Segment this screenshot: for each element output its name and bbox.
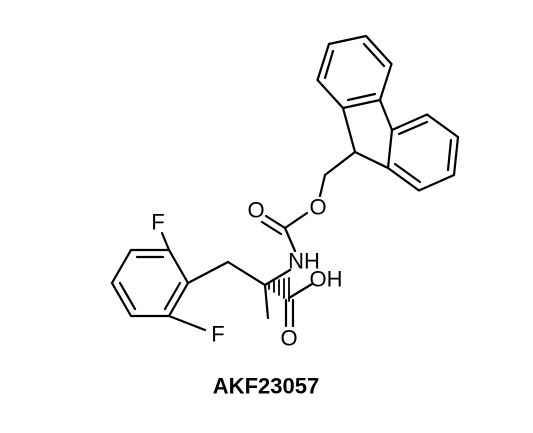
bond	[263, 283, 270, 320]
bond	[341, 106, 390, 170]
bond	[283, 226, 297, 253]
double-bond	[446, 138, 453, 172]
bond	[318, 173, 327, 198]
atom-label: OH	[310, 267, 343, 292]
bond	[160, 231, 171, 252]
atom-label: O	[247, 198, 264, 223]
bond	[378, 98, 394, 132]
ring	[316, 34, 393, 110]
bonds	[110, 34, 460, 332]
double-bond	[362, 42, 386, 68]
bond	[226, 260, 267, 287]
double-bond	[118, 281, 137, 311]
double-bond	[260, 220, 283, 236]
atom-label: O	[280, 326, 297, 351]
bond	[323, 150, 357, 177]
double-bond	[346, 92, 377, 102]
ring	[110, 248, 190, 318]
double-bond	[323, 49, 335, 80]
double-bond	[393, 162, 422, 184]
bond	[287, 282, 314, 300]
bond	[283, 211, 309, 230]
atom-label: F	[151, 210, 164, 235]
atom-label: NH	[288, 249, 320, 274]
bond	[167, 314, 207, 332]
atom-label: F	[211, 322, 224, 347]
double-bond	[264, 214, 287, 230]
ring	[386, 113, 460, 192]
double-bond	[397, 120, 429, 136]
caption: AKF23057	[213, 374, 319, 399]
bond	[186, 260, 230, 285]
atom-label: O	[309, 195, 326, 220]
double-bond	[163, 281, 182, 311]
